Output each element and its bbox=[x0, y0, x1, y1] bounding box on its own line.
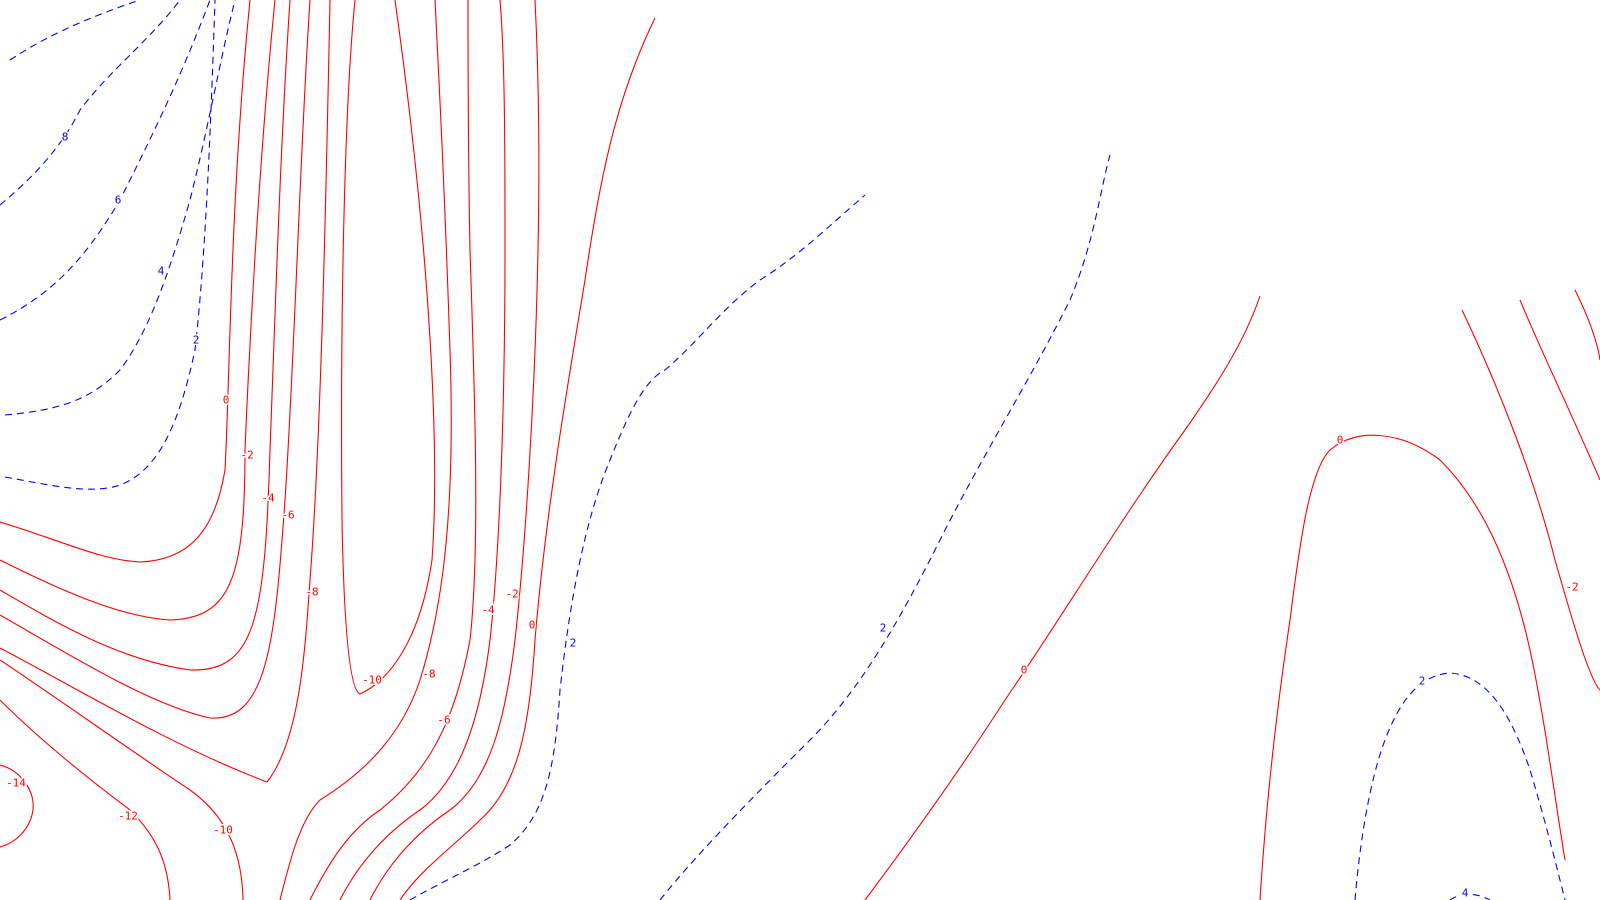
contour-line-negative bbox=[0, 0, 291, 671]
contour-line-positive bbox=[9, 0, 141, 61]
contour-line-positive bbox=[0, 0, 211, 321]
contour-line-zero bbox=[1259, 434, 1566, 900]
contour-line-positive bbox=[1354, 672, 1566, 900]
contour-line-positive bbox=[4, 0, 236, 416]
contour-label: 0 bbox=[1021, 664, 1028, 677]
contour-line-negative bbox=[0, 659, 244, 900]
contour-line-negative bbox=[279, 0, 452, 900]
contour-label: -8 bbox=[422, 668, 435, 681]
contour-label: -2 bbox=[240, 449, 253, 462]
contour-line-negative bbox=[0, 0, 311, 719]
contour-line-negative bbox=[1519, 299, 1600, 481]
contour-label: -12 bbox=[118, 810, 138, 823]
contour-label: -8 bbox=[305, 586, 318, 599]
contour-line-negative bbox=[369, 0, 540, 900]
contour-label: 2 bbox=[193, 334, 200, 347]
contour-line-positive bbox=[409, 194, 866, 900]
contour-label: -14 bbox=[6, 777, 26, 790]
contour-label: 2 bbox=[570, 637, 577, 650]
contour-line-negative bbox=[309, 0, 477, 900]
contour-label: 0 bbox=[223, 394, 230, 407]
contour-label: -4 bbox=[481, 604, 495, 617]
contour-label: 4 bbox=[158, 265, 165, 278]
contour-label: 0 bbox=[1337, 434, 1344, 447]
contour-label: -6 bbox=[437, 714, 450, 727]
contour-line-negative bbox=[0, 764, 34, 848]
contour-line-negative bbox=[0, 0, 276, 621]
contour-line-positive bbox=[0, 0, 181, 206]
contour-line-zero bbox=[399, 17, 656, 900]
contour-line-negative bbox=[0, 0, 331, 783]
contour-line-zero bbox=[0, 0, 251, 563]
contour-label: -6 bbox=[281, 509, 294, 522]
contour-label: 2 bbox=[880, 622, 887, 635]
contour-line-negative bbox=[0, 699, 171, 900]
contour-line-zero bbox=[864, 295, 1261, 900]
contour-label: -10 bbox=[362, 674, 382, 687]
contour-label: -4 bbox=[261, 492, 275, 505]
contour-line-positive bbox=[4, 0, 216, 490]
contour-label: -2 bbox=[1565, 581, 1578, 594]
contour-line-negative bbox=[1461, 309, 1600, 691]
contour-label: 0 bbox=[529, 619, 536, 632]
contour-label: 2 bbox=[1419, 675, 1426, 688]
contour-line-negative bbox=[341, 0, 436, 695]
contour-label: 6 bbox=[115, 194, 122, 207]
contour-line-positive bbox=[1449, 893, 1491, 900]
contour-label: 8 bbox=[62, 131, 69, 144]
contour-line-positive bbox=[659, 154, 1111, 900]
contour-line-negative bbox=[339, 0, 506, 900]
contour-label: 4 bbox=[1462, 887, 1469, 900]
contour-label: -10 bbox=[213, 824, 233, 837]
contour-line-negative bbox=[1574, 289, 1600, 361]
contour-label: -2 bbox=[505, 588, 518, 601]
